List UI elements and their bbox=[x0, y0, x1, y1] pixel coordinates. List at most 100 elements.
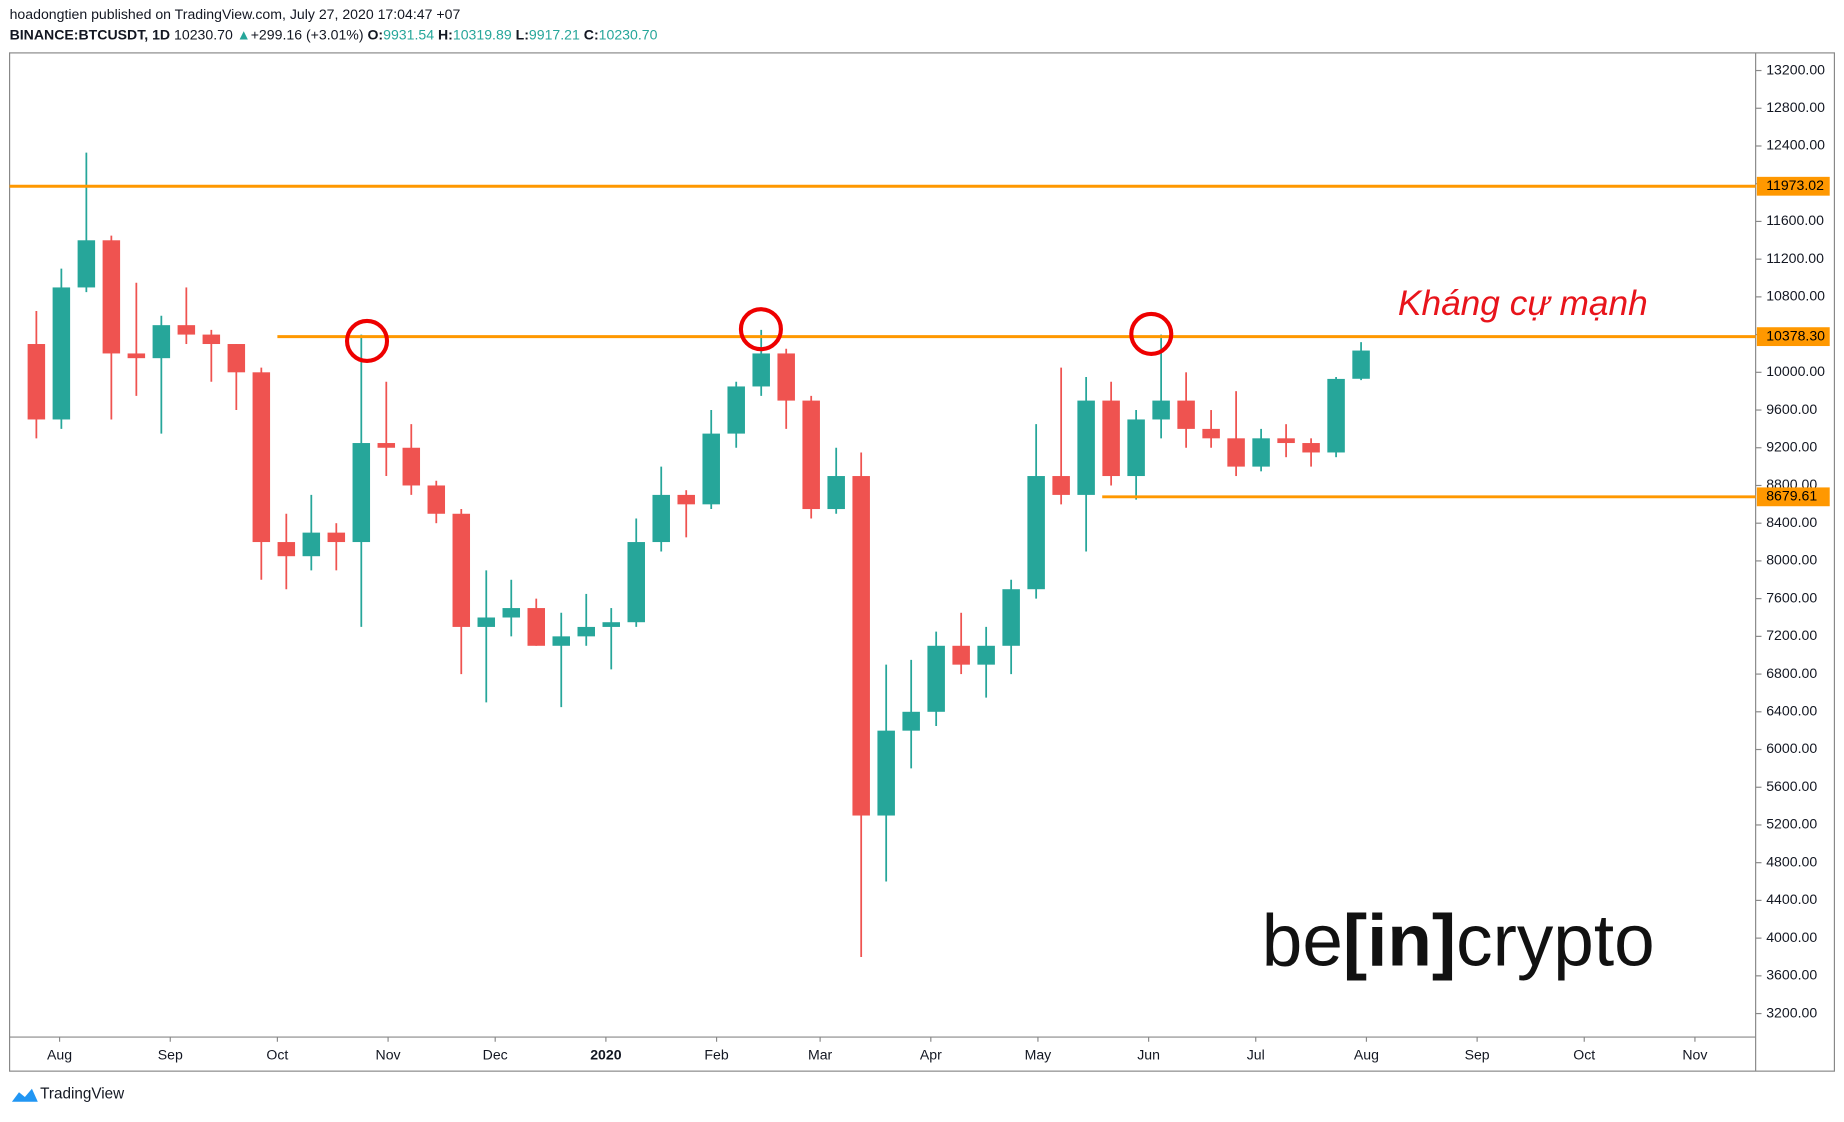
o: 9931.54 bbox=[383, 26, 434, 42]
y-tick-label: 5200.00 bbox=[1766, 816, 1817, 832]
level-label-bg bbox=[1756, 487, 1830, 507]
level-label: 11973.02 bbox=[1766, 177, 1824, 193]
x-tick-label: Aug bbox=[1354, 1047, 1379, 1063]
candle-body bbox=[602, 622, 620, 627]
candle-body bbox=[827, 476, 845, 510]
x-tick-label: Mar bbox=[808, 1047, 833, 1063]
candle-body bbox=[1227, 438, 1245, 467]
candle-body bbox=[1127, 419, 1145, 477]
arrow: ▲ bbox=[237, 26, 251, 42]
frame bbox=[8, 52, 1836, 1072]
candle-body bbox=[327, 532, 346, 543]
candle-body bbox=[927, 645, 945, 712]
candle-body bbox=[27, 344, 46, 420]
y-tick-label: 3200.00 bbox=[1766, 1004, 1817, 1020]
candle-body bbox=[277, 542, 296, 557]
candle-body bbox=[1327, 378, 1345, 453]
candle-body bbox=[427, 485, 446, 514]
h-label: H: bbox=[438, 26, 453, 42]
y-tick-label: 8400.00 bbox=[1766, 514, 1817, 530]
y-tick-label: 13200.00 bbox=[1766, 61, 1825, 77]
h: 10319.89 bbox=[453, 26, 512, 42]
candle-body bbox=[552, 636, 571, 646]
candle-body bbox=[1152, 400, 1170, 420]
y-tick-label: 4800.00 bbox=[1766, 853, 1817, 869]
candle-body bbox=[402, 447, 421, 486]
y-tick-label: 8000.00 bbox=[1766, 552, 1817, 568]
l: 9917.21 bbox=[529, 26, 580, 42]
change: +299.16 (+3.01%) bbox=[251, 26, 364, 42]
candle-body bbox=[1277, 438, 1295, 444]
x-tick-label: Jun bbox=[1137, 1047, 1160, 1063]
highlight-circle bbox=[1129, 311, 1174, 356]
x-tick-label: Apr bbox=[920, 1047, 942, 1063]
y-tick-label: 7200.00 bbox=[1766, 627, 1817, 643]
y-tick-label: 3600.00 bbox=[1766, 967, 1817, 983]
candle-body bbox=[152, 325, 171, 359]
candle-body bbox=[202, 334, 221, 345]
candle-body bbox=[777, 353, 795, 401]
candle-body bbox=[627, 542, 645, 623]
watermark-in: [in] bbox=[1343, 901, 1456, 982]
l-label: L: bbox=[516, 26, 529, 42]
x-tick-label: Nov bbox=[376, 1047, 401, 1063]
highlight-circle bbox=[344, 318, 390, 364]
y-tick-label: 11200.00 bbox=[1766, 250, 1824, 266]
candle-body bbox=[752, 353, 770, 387]
x-tick-label: Dec bbox=[483, 1047, 508, 1063]
candle-body bbox=[1252, 438, 1270, 467]
x-tick-label: Sep bbox=[1465, 1047, 1490, 1063]
candle-body bbox=[352, 443, 371, 543]
c-label: C: bbox=[584, 26, 599, 42]
y-tick-label: 9600.00 bbox=[1766, 401, 1817, 417]
candle-body bbox=[477, 617, 496, 627]
y-tick-label: 9200.00 bbox=[1766, 438, 1817, 454]
y-tick-label: 12400.00 bbox=[1766, 137, 1825, 153]
x-tick-label: 2020 bbox=[590, 1047, 622, 1063]
candle-body bbox=[677, 494, 695, 505]
annotation: Kháng cự mạnh bbox=[1398, 284, 1648, 323]
ohlc-line: BINANCE:BTCUSDT, 1D 10230.70 ▲+299.16 (+… bbox=[10, 26, 658, 42]
candle-body bbox=[177, 325, 196, 335]
watermark: be[in]crypto bbox=[1262, 901, 1655, 982]
candle-body bbox=[52, 287, 71, 420]
candle-body bbox=[1077, 400, 1095, 495]
candle-body bbox=[802, 400, 820, 510]
candle-body bbox=[227, 344, 246, 373]
level-label: 8679.61 bbox=[1766, 488, 1817, 504]
level-label-bg bbox=[1756, 176, 1830, 196]
candle-body bbox=[1177, 400, 1195, 429]
last: 10230.70 bbox=[174, 26, 233, 42]
candle-body bbox=[577, 626, 595, 637]
y-tick-label: 12800.00 bbox=[1766, 99, 1825, 115]
y-tick-label: 6000.00 bbox=[1766, 740, 1817, 756]
x-tick-label: Jul bbox=[1247, 1047, 1265, 1063]
x-tick-label: Sep bbox=[158, 1047, 183, 1063]
candle-body bbox=[502, 608, 521, 618]
watermark-crypto: crypto bbox=[1456, 901, 1654, 982]
y-tick-label: 4400.00 bbox=[1766, 891, 1817, 907]
x-tick-label: Feb bbox=[704, 1047, 728, 1063]
level-label: 10378.30 bbox=[1766, 327, 1825, 343]
candle-body bbox=[1102, 400, 1120, 477]
candle-body bbox=[977, 645, 995, 665]
y-tick-label: 4000.00 bbox=[1766, 929, 1817, 945]
candle-body bbox=[527, 608, 546, 646]
symbol: BINANCE:BTCUSDT, 1D bbox=[10, 26, 171, 42]
level-label-bg bbox=[1756, 327, 1830, 347]
y-tick-label: 11600.00 bbox=[1766, 212, 1824, 228]
candle-body bbox=[1002, 589, 1020, 646]
y-tick-label: 6800.00 bbox=[1766, 665, 1817, 681]
x-tick-label: Nov bbox=[1682, 1047, 1707, 1063]
c: 10230.70 bbox=[599, 26, 658, 42]
x-tick-label: May bbox=[1025, 1047, 1053, 1063]
publish-line: hoadongtien published on TradingView.com… bbox=[10, 6, 461, 22]
candle-body bbox=[452, 513, 471, 627]
candle-body bbox=[852, 476, 870, 816]
candle-body bbox=[1052, 476, 1070, 495]
y-tick-label: 10000.00 bbox=[1766, 363, 1825, 379]
candle-body bbox=[1027, 476, 1045, 590]
candle-body bbox=[1202, 428, 1220, 439]
candle-body bbox=[252, 372, 271, 543]
